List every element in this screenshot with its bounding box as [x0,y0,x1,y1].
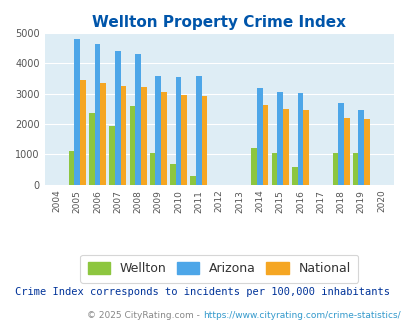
Bar [89,114,94,185]
Text: © 2025 CityRating.com -: © 2025 CityRating.com - [87,312,202,320]
Bar [201,96,207,185]
Bar [337,103,343,185]
Bar [68,151,74,185]
Bar [271,153,277,185]
Bar [363,119,369,185]
Bar [358,110,363,185]
Bar [100,83,106,185]
Bar [80,80,85,185]
Bar [262,105,268,185]
Bar [170,164,175,185]
Bar [74,39,80,185]
Bar [135,54,141,185]
Bar [291,167,297,185]
Bar [190,176,196,185]
Bar [181,95,187,185]
Bar [282,109,288,185]
Bar [155,76,161,185]
Bar [256,88,262,185]
Bar [277,92,282,185]
Bar [109,126,115,185]
Bar [343,118,349,185]
Bar [149,153,155,185]
Bar [115,51,120,185]
Bar [129,106,135,185]
Bar [332,153,337,185]
Bar [303,110,308,185]
Text: https://www.cityrating.com/crime-statistics/: https://www.cityrating.com/crime-statist… [202,312,400,320]
Legend: Wellton, Arizona, National: Wellton, Arizona, National [80,255,358,283]
Bar [161,92,166,185]
Bar [251,148,256,185]
Bar [120,86,126,185]
Bar [94,44,100,185]
Bar [352,153,358,185]
Bar [141,87,146,185]
Bar [297,93,303,185]
Title: Wellton Property Crime Index: Wellton Property Crime Index [92,16,345,30]
Bar [196,76,201,185]
Bar [175,77,181,185]
Text: Crime Index corresponds to incidents per 100,000 inhabitants: Crime Index corresponds to incidents per… [15,287,390,297]
